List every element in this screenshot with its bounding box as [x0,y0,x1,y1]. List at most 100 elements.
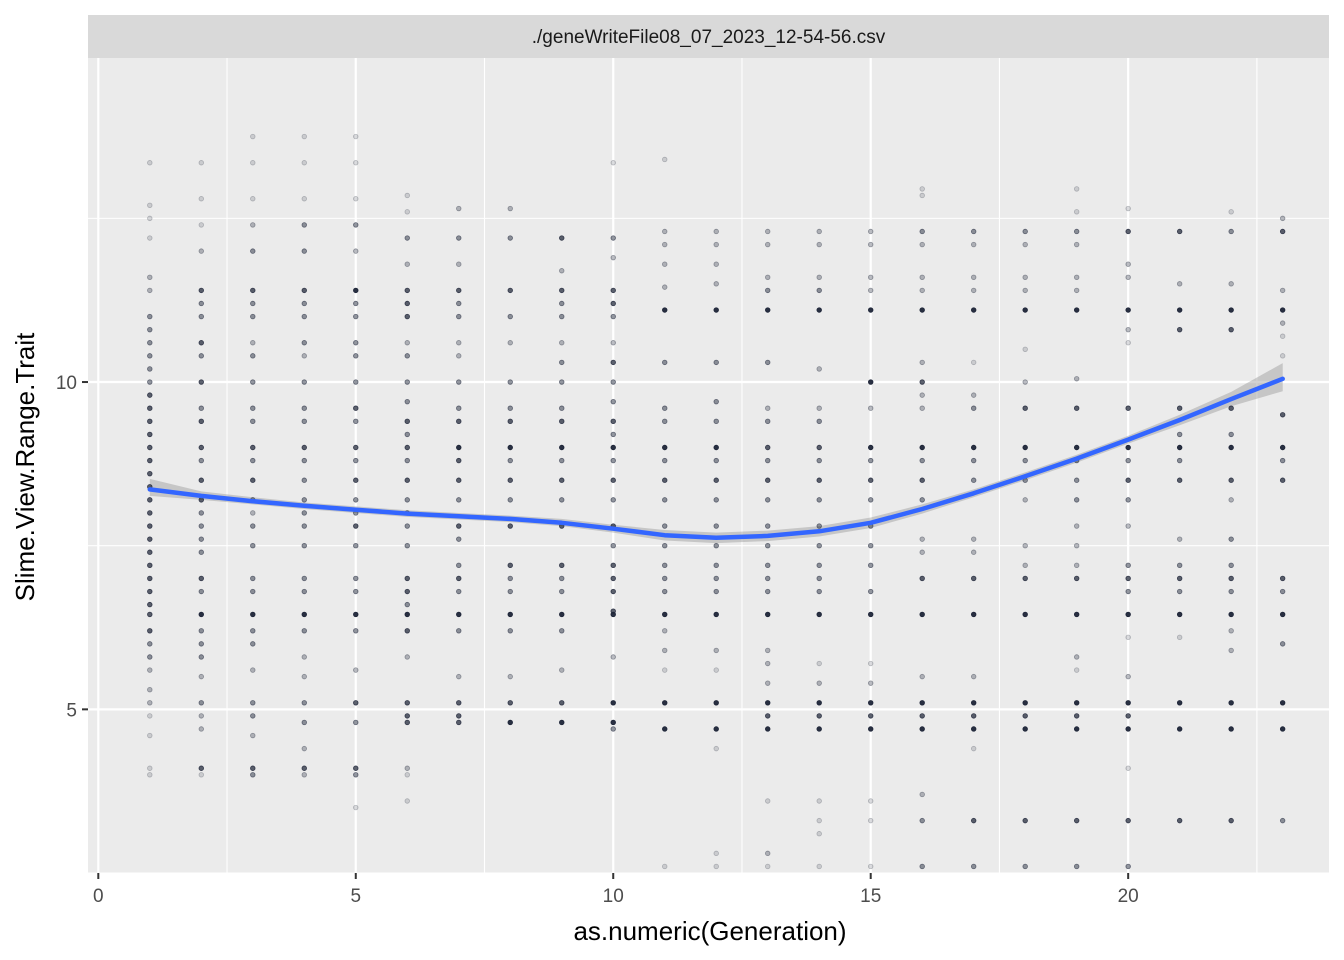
data-point [1228,575,1234,582]
data-point [970,536,977,542]
data-point [353,353,359,359]
data-point [250,611,256,618]
data-point [147,340,153,346]
data-point [147,418,153,425]
data-point [610,477,616,483]
data-point [456,379,462,385]
data-point [970,817,977,824]
data-point [1176,405,1183,411]
points-layer [147,133,1286,870]
data-point [662,477,668,483]
data-point [250,732,256,739]
data-point [198,549,204,555]
data-point [713,700,719,706]
data-point [1073,241,1080,248]
data-point [147,457,153,464]
data-point [610,654,616,660]
data-point [301,772,307,778]
data-point [1022,346,1028,353]
data-point [456,497,462,503]
data-point [765,726,771,732]
data-point [147,765,153,771]
data-point [662,405,668,411]
data-point [147,287,153,294]
data-point [147,772,153,778]
data-point [301,719,307,726]
data-point [1073,497,1080,503]
data-point [1228,726,1234,732]
data-point [1022,726,1028,732]
data-point [301,457,307,464]
data-point [816,418,822,425]
data-point [456,418,462,425]
data-point [559,313,565,320]
data-point [1228,444,1234,451]
data-point [353,719,359,726]
data-point [816,542,822,549]
data-point [353,313,359,320]
data-point [970,359,977,366]
data-point [404,611,410,618]
data-point [868,611,874,618]
data-point [147,497,153,503]
data-point [662,228,668,235]
data-point [301,542,307,549]
data-point [662,700,668,706]
data-point [1176,307,1183,313]
data-point [868,241,874,248]
data-point [250,248,256,254]
data-point [919,274,925,280]
data-point [765,307,771,313]
data-point [147,444,153,451]
data-point [1228,700,1234,706]
data-point [662,726,668,732]
plot-panel [88,58,1329,873]
data-point [1228,209,1234,215]
data-point [1228,611,1234,618]
data-point [1073,654,1080,660]
smooth-trend-line [147,376,1285,541]
data-point [1176,700,1183,706]
x-tick-label: 0 [93,886,104,907]
data-point [301,379,307,385]
data-point [353,418,359,425]
data-point [765,713,771,719]
data-point [1125,673,1131,680]
data-point [765,611,771,618]
y-axis-title: Slime.View.Range.Trait [10,332,40,602]
data-point [404,235,410,241]
data-point [147,700,153,706]
data-point [559,418,565,425]
data-point [250,588,256,595]
data-point [919,611,925,618]
data-point [1279,412,1286,418]
data-point [507,287,513,294]
data-point [970,700,977,706]
data-point [301,287,307,294]
data-point [456,523,462,529]
data-point [1125,274,1131,280]
data-point [1228,497,1234,503]
data-point [610,340,616,346]
data-point [456,261,462,267]
data-point [816,287,822,294]
data-point [765,405,771,411]
data-point [559,340,565,346]
data-point [919,791,925,798]
data-point [713,542,719,549]
data-point [816,228,822,235]
data-point [507,405,513,411]
grid-layer [88,58,1329,874]
data-point [1125,575,1131,582]
data-point [301,611,307,618]
data-point [662,359,668,366]
data-point [1176,611,1183,618]
data-point [250,700,256,706]
data-point [816,863,822,870]
data-point [1125,326,1131,333]
data-point [456,444,462,451]
data-point [868,713,874,719]
data-point [868,477,874,483]
data-point [250,542,256,549]
data-point [919,241,925,248]
